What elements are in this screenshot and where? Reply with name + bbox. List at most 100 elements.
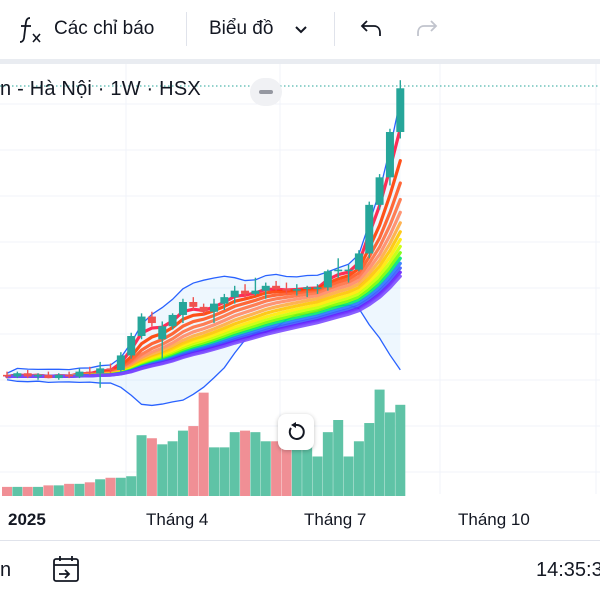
clock-time: 14:35:3 — [536, 559, 600, 581]
volume-bar — [126, 476, 137, 496]
chart-type-button[interactable]: Biểu đồ — [209, 18, 274, 39]
candle-body — [220, 297, 229, 304]
volume-bar — [343, 456, 354, 496]
volume-bar — [395, 404, 406, 496]
volume-bar — [12, 486, 23, 496]
volume-bar — [177, 430, 188, 496]
reset-chart-button[interactable] — [278, 414, 314, 450]
chevron-down-icon[interactable] — [292, 0, 310, 58]
volume-bar — [53, 485, 64, 496]
volume-bar — [312, 456, 323, 496]
candle-body — [199, 306, 208, 312]
candle-body — [385, 132, 394, 178]
candle-body — [313, 287, 322, 289]
candle-body — [75, 371, 84, 377]
volume-bar — [260, 441, 271, 496]
x-axis-label: Tháng 4 — [146, 510, 209, 529]
price-chart[interactable] — [0, 64, 600, 504]
volume-bar — [250, 432, 261, 496]
volume-bar — [64, 483, 75, 496]
volume-bar — [84, 482, 95, 496]
candle-body — [96, 368, 105, 374]
x-axis-label: Tháng 10 — [458, 510, 530, 529]
toolbar-divider — [186, 12, 187, 46]
volume-bar — [136, 435, 147, 496]
candle-body — [85, 371, 94, 374]
candle-body — [147, 316, 156, 324]
candle-body — [365, 204, 374, 254]
candle-body — [282, 289, 291, 291]
candle-body — [396, 88, 405, 132]
candle-body — [241, 290, 250, 294]
volume-bar — [43, 485, 54, 496]
volume-bar — [188, 426, 199, 496]
redo-icon[interactable] — [414, 0, 440, 58]
candle-body — [127, 336, 136, 356]
volume-bar — [271, 441, 282, 496]
candle-body — [323, 271, 332, 288]
volume-bar — [333, 420, 344, 496]
candle-body — [65, 374, 74, 377]
moving-average-ribbon — [5, 126, 402, 379]
bottom-bar: n 14:35:3 — [0, 540, 600, 601]
candle-body — [261, 285, 270, 291]
volume-bar — [374, 389, 385, 496]
candle-body — [354, 253, 363, 270]
x-axis-label: Tháng 7 — [304, 510, 367, 529]
x-axis-label: 2025 — [8, 510, 46, 529]
volume-bar — [167, 441, 178, 496]
toolbar-divider — [334, 12, 335, 46]
candle-body — [230, 290, 239, 298]
candle-body — [189, 302, 198, 307]
volume-bar — [291, 441, 302, 496]
candle-body — [178, 302, 187, 315]
volume-bar — [22, 486, 33, 496]
candle-body — [210, 303, 218, 312]
top-toolbar: Các chỉ báo Biểu đồ — [0, 0, 600, 58]
candle-body — [334, 269, 343, 272]
bollinger-upper-line — [6, 100, 401, 374]
volume-bar — [115, 477, 126, 496]
volume-bar — [33, 486, 44, 496]
volume-bar — [364, 423, 375, 496]
volume-bar — [322, 432, 333, 496]
volume-bar — [146, 438, 157, 496]
candle-body — [272, 285, 281, 290]
volume-bar — [240, 430, 251, 496]
candle-body — [158, 326, 167, 340]
volume-bar — [229, 432, 240, 496]
volume-bar — [157, 444, 168, 496]
volume-bars — [2, 389, 406, 496]
candle-body — [375, 177, 384, 205]
volume-bar — [219, 447, 230, 496]
volume-bar — [209, 447, 219, 496]
candle-body — [168, 314, 177, 327]
candle-body — [3, 374, 11, 377]
symbol-legend: n - Hà Nội · 1W · HSX — [0, 78, 201, 100]
candle-body — [292, 289, 301, 291]
undo-icon[interactable] — [358, 0, 384, 58]
range-label[interactable]: n — [0, 559, 12, 581]
candle-body — [137, 316, 146, 336]
bollinger-fill — [7, 100, 401, 406]
candle-body — [23, 373, 32, 377]
candle-body — [54, 374, 63, 379]
candle-body — [44, 374, 53, 379]
volume-bar — [198, 392, 209, 496]
candle-body — [116, 355, 125, 370]
volume-bar — [384, 412, 395, 496]
candle-body — [13, 373, 22, 377]
bollinger-bands — [6, 100, 401, 407]
volume-bar — [281, 432, 292, 496]
legend-collapse-button[interactable] — [250, 78, 282, 106]
candlesticks — [3, 80, 405, 388]
calendar-goto-icon[interactable] — [50, 553, 82, 585]
volume-bar — [105, 477, 116, 496]
volume-bar — [353, 441, 364, 496]
volume-bar — [95, 479, 106, 496]
candle-body — [251, 290, 260, 294]
fx-icon[interactable] — [18, 0, 44, 58]
indicators-button[interactable]: Các chỉ báo — [54, 18, 155, 39]
candle-body — [303, 287, 312, 290]
candle-body — [106, 368, 115, 370]
